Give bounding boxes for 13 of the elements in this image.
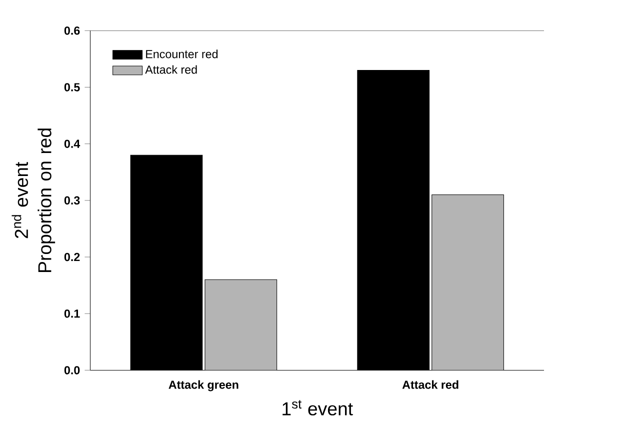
x-tick-label: Attack green xyxy=(168,380,238,392)
bar xyxy=(204,279,278,370)
y-tick-label: 0.3 xyxy=(64,196,80,204)
x-axis-title: 1$^{st}$ event xyxy=(282,400,353,416)
y-tick-label: 0.6 xyxy=(64,26,80,35)
legend-label: Attack red xyxy=(145,65,197,74)
y-tick-label: 0.0 xyxy=(64,366,80,374)
bar xyxy=(432,194,504,370)
y-tick-label: 0.4 xyxy=(64,140,80,148)
y-tick-label: 0.1 xyxy=(64,309,80,318)
y-tick-label: 0.5 xyxy=(64,82,80,92)
legend-label: Encounter red xyxy=(146,50,218,58)
y-tick-label: 0.2 xyxy=(64,252,80,261)
